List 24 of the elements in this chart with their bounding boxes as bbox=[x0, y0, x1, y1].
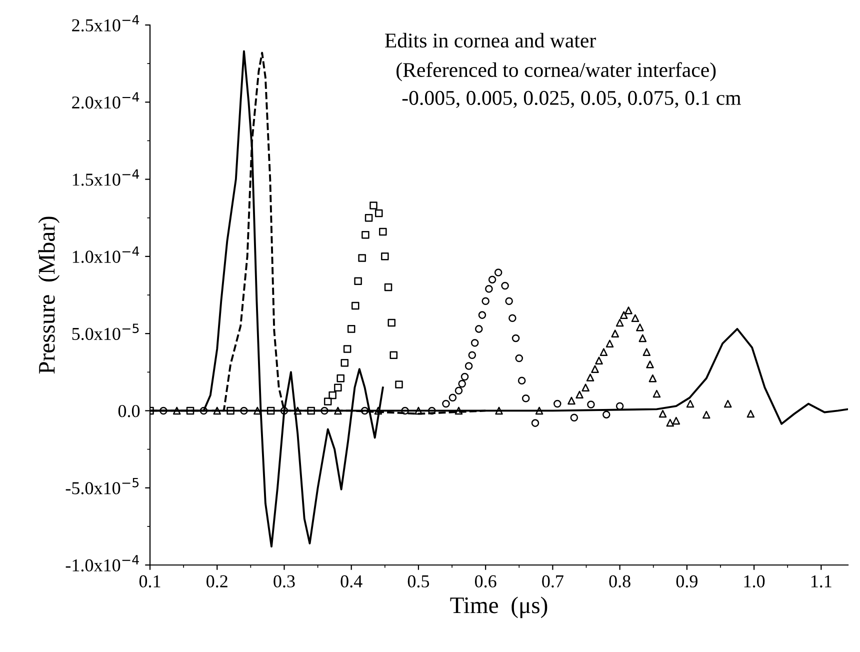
x-tick-label: 0.4 bbox=[340, 575, 362, 588]
annotation: Edits in cornea and water bbox=[385, 32, 596, 48]
x-tick-label: 1.1 bbox=[811, 575, 832, 588]
annotation: -0.005, 0.005, 0.025, 0.05, 0.075, 0.1 cm bbox=[402, 90, 741, 108]
y-tick-label: 5.0x10$^{−5}$ bbox=[72, 324, 139, 340]
x-tick-label: 0.3 bbox=[274, 575, 295, 588]
x-tick-label: 1.0 bbox=[744, 575, 765, 588]
x-tick-label: 0.1 bbox=[139, 575, 160, 588]
x-tick-label: 0.6 bbox=[474, 575, 496, 588]
y-tick-label: -1.0x10$^{−4}$ bbox=[66, 555, 139, 572]
x-axis-title: Time (μs) bbox=[450, 596, 548, 618]
x-tick-label: 0.7 bbox=[542, 575, 564, 588]
x-tick-label: 0.8 bbox=[609, 575, 630, 588]
y-tick-label: 1.5x10$^{−4}$ bbox=[72, 169, 140, 186]
y-tick-label: 0.0 bbox=[118, 404, 140, 418]
annotation: (Referenced to cornea/water interface) bbox=[396, 62, 716, 82]
y-tick-label: -5.0x10$^{−5}$ bbox=[66, 478, 139, 494]
y-tick-label: 2.5x10$^{−4}$ bbox=[72, 15, 140, 32]
x-tick-label: 0.2 bbox=[206, 575, 228, 588]
x-tick-label: 0.5 bbox=[408, 575, 430, 588]
y-axis-title: Pressure (Mbar) bbox=[38, 216, 60, 374]
y-tick-label: 1.0x10$^{−4}$ bbox=[72, 246, 140, 263]
x-tick-label: 0.9 bbox=[676, 575, 698, 588]
y-tick-label: 2.0x10$^{−4}$ bbox=[72, 92, 140, 109]
